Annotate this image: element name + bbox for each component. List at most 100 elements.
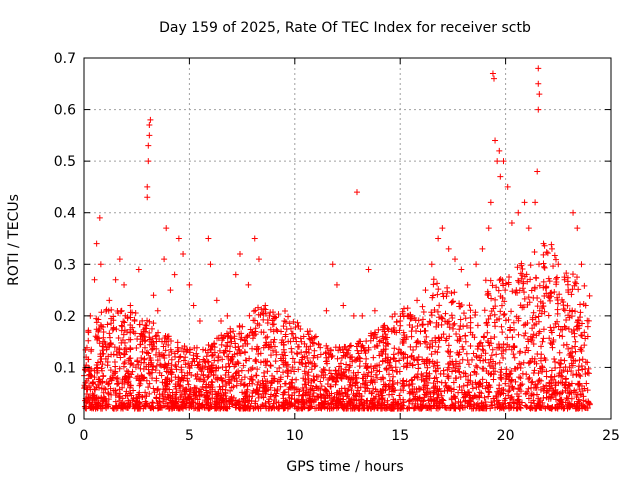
data-point-dense [165,342,172,349]
data-point [458,266,465,273]
data-point-dense [230,383,237,390]
data-point-dense [479,405,486,412]
data-point-dense [403,364,410,371]
data-point-dense [355,340,362,347]
data-point-dense [200,356,207,363]
data-point-dense [168,337,175,344]
data-point-dense [411,395,418,402]
data-point-dense [83,386,90,393]
data-point-dense [476,354,483,361]
data-point-dense [512,289,519,296]
data-point-dense [399,339,406,346]
data-point-dense [104,362,111,369]
data-point-dense [113,326,120,333]
data-point-dense [92,403,99,410]
data-point-dense [448,299,455,306]
data-point-dense [162,362,169,369]
data-point-dense [554,274,561,281]
data-point-dense [288,345,295,352]
data-point-dense [386,362,393,369]
data-point-dense [531,400,538,407]
data-point-dense [236,322,243,329]
data-point-dense [153,395,160,402]
data-point-dense [209,362,216,369]
data-point-dense [448,290,455,297]
data-point [205,235,212,242]
data-point-dense [529,355,536,362]
x-tick-label: 10 [286,428,304,444]
data-point-dense [501,298,508,305]
data-point-dense [436,337,443,344]
data-point-dense [136,393,143,400]
data-point [388,328,395,335]
data-point-dense [456,369,463,376]
data-point-dense [334,397,341,404]
data-point-dense [203,353,210,360]
data-point-dense [392,358,399,365]
data-point-dense [216,347,223,354]
data-point-dense [413,389,420,396]
data-point [255,256,262,263]
data-point-dense [166,352,173,359]
data-point-dense [254,366,261,373]
data-point-dense [445,349,452,356]
data-point-dense [333,402,340,409]
data-point-dense [462,338,469,345]
data-point-dense [479,376,486,383]
data-point-dense [431,389,438,396]
data-point-dense [200,372,207,379]
data-point-dense [514,264,521,271]
data-point-dense [503,370,510,377]
data-point-dense [476,379,483,386]
data-point-dense [280,405,287,412]
data-point-dense [199,383,206,390]
data-point-dense [505,316,512,323]
data-point-dense [237,350,244,357]
data-point-dense [527,276,534,283]
data-point-dense [236,330,243,337]
data-point-dense [252,325,259,332]
data-point-dense [183,388,190,395]
data-point-dense [246,355,253,362]
data-point-dense [252,328,259,335]
data-point-dense [474,404,481,411]
data-point-dense [208,347,215,354]
data-point-dense [326,375,333,382]
data-point-dense [547,290,554,297]
data-point-dense [530,309,537,316]
y-tick-label: 0 [67,412,76,428]
data-point-dense [584,323,591,330]
data-point-dense [246,332,253,339]
y-tick-label: 0.3 [54,257,76,273]
data-point-dense [339,398,346,405]
data-point-dense [260,358,267,365]
data-point-dense [102,386,109,393]
data-point-dense [478,390,485,397]
data-point-dense [260,380,267,387]
data-point-dense [370,354,377,361]
data-point-dense [408,328,415,335]
data-point-dense [563,341,570,348]
data-point [186,281,193,288]
data-point [213,297,220,304]
data-point-dense [279,391,286,398]
data-point-dense [239,323,246,330]
data-point-dense [270,321,277,328]
data-point-dense [452,395,459,402]
data-point-dense [450,379,457,386]
data-point-dense [558,372,565,379]
data-point-dense [497,276,504,283]
data-point-dense [218,341,225,348]
data-point-dense [377,337,384,344]
data-point-dense [413,373,420,380]
data-point-dense [396,327,403,334]
data-point-dense [105,380,112,387]
data-point-dense [270,377,277,384]
data-point-dense [182,394,189,401]
data-point-dense [249,364,256,371]
data-point-dense [221,332,228,339]
x-tick-label: 15 [391,428,409,444]
data-point-dense [515,385,522,392]
data-point-dense [432,334,439,341]
